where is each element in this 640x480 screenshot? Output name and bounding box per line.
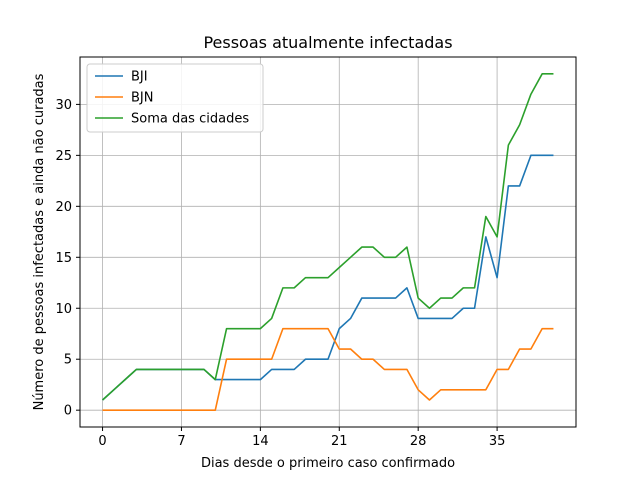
x-axis-title: Dias desde o primeiro caso confirmado (201, 456, 455, 471)
ticks: 0 7 14 21 28 35 0 5 10 15 20 25 30 (55, 98, 505, 449)
series-line-1 (102, 327, 554, 411)
y-tick-label: 30 (55, 98, 72, 113)
legend-label: Soma das cidades (131, 112, 249, 127)
x-tick-label: 7 (177, 434, 185, 449)
y-tick-label: 10 (55, 302, 72, 317)
legend-label: BJI (131, 70, 148, 85)
y-tick-label: 15 (55, 251, 72, 266)
x-tick-label: 35 (489, 434, 506, 449)
x-tick-label: 28 (410, 434, 427, 449)
y-tick-label: 20 (55, 200, 72, 215)
legend: BJI BJN Soma das cidades (86, 63, 264, 133)
legend-box (86, 63, 264, 133)
x-tick-label: 14 (252, 434, 269, 449)
x-tick-label: 0 (98, 434, 106, 449)
y-tick-label: 25 (55, 149, 72, 164)
series-lines (102, 73, 554, 411)
plot-frame (79, 56, 577, 428)
y-tick-label: 0 (64, 404, 72, 419)
series-line-2 (102, 73, 554, 401)
y-tick-label: 5 (64, 353, 72, 368)
y-axis-title: Número de pessoas infectadas e ainda não… (32, 73, 47, 410)
chart-title: Pessoas atualmente infectadas (203, 33, 452, 52)
x-tick-label: 21 (331, 434, 348, 449)
legend-label: BJN (131, 91, 153, 106)
